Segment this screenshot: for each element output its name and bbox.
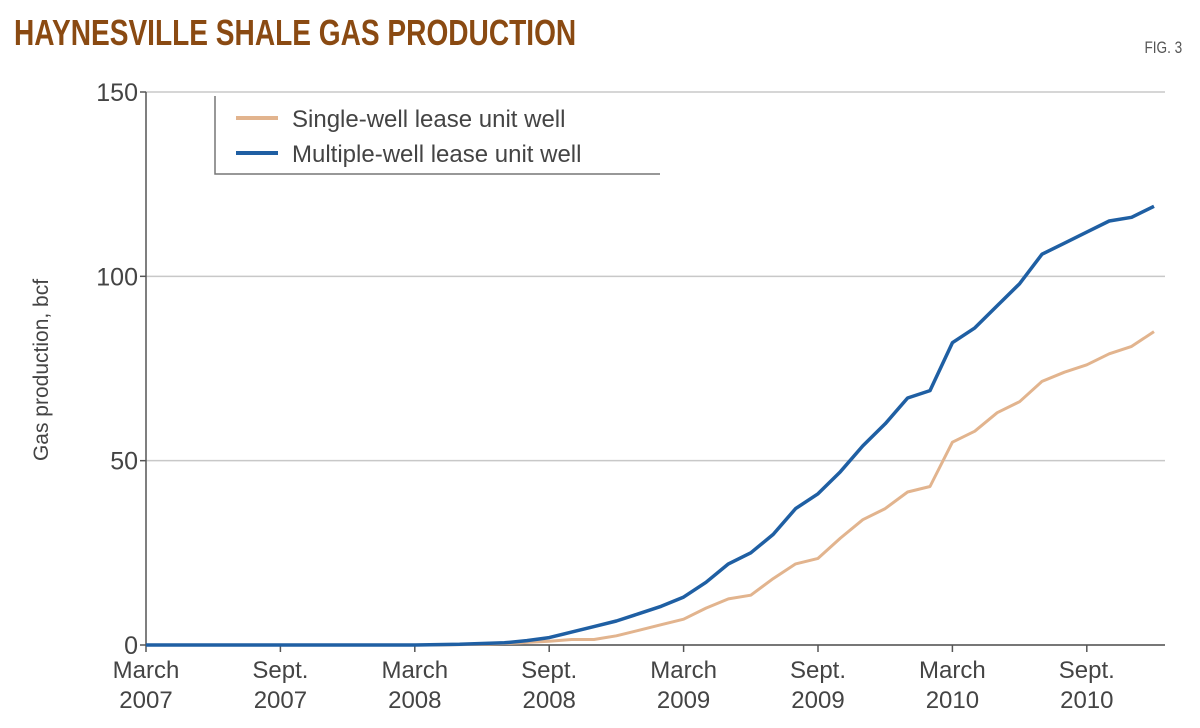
x-tick-label: March	[381, 657, 448, 684]
x-tick-label: 2008	[388, 687, 441, 714]
series-line-single-well	[146, 330, 1155, 647]
x-tick-label: 2009	[657, 687, 710, 714]
x-tick-label: 2009	[791, 687, 844, 714]
x-tick-label: Sept.	[521, 657, 577, 684]
x-tick-label: 2007	[119, 687, 172, 714]
x-tick-label: March	[113, 657, 180, 684]
legend: Single-well lease unit well Multiple-well…	[214, 96, 660, 175]
series-lines	[146, 204, 1155, 647]
x-tick-label: 2010	[1060, 687, 1113, 714]
y-axis-label: Gas production, bcf	[30, 279, 53, 461]
axes: 0 50 100 150 March 2007 Sept. 2007 March 2008 Sept…	[96, 79, 1165, 714]
y-tick-label: 50	[110, 448, 138, 476]
x-tick-label: Sept.	[1059, 657, 1115, 684]
x-tick-label: Sept.	[790, 657, 846, 684]
series-line-multiple-well	[146, 204, 1155, 647]
y-tick-label: 100	[96, 263, 138, 291]
gridlines	[146, 91, 1165, 462]
x-tick-label: 2007	[254, 687, 307, 714]
legend-label: Multiple-well lease unit well	[292, 141, 581, 168]
chart-title: HAYNESVILLE SHALE GAS PRODUCTION	[14, 12, 577, 53]
x-tick-label: 2010	[926, 687, 979, 714]
y-tick-label: 150	[96, 79, 138, 107]
x-tick-label: March	[919, 657, 986, 684]
x-tick-label: Sept.	[252, 657, 308, 684]
y-tick-label: 0	[124, 632, 138, 660]
x-tick-label: 2008	[523, 687, 576, 714]
x-tick-label: March	[650, 657, 717, 684]
figure-label: FIG. 3	[1144, 38, 1182, 57]
legend-frame	[214, 96, 660, 175]
legend-label: Single-well lease unit well	[292, 106, 565, 133]
